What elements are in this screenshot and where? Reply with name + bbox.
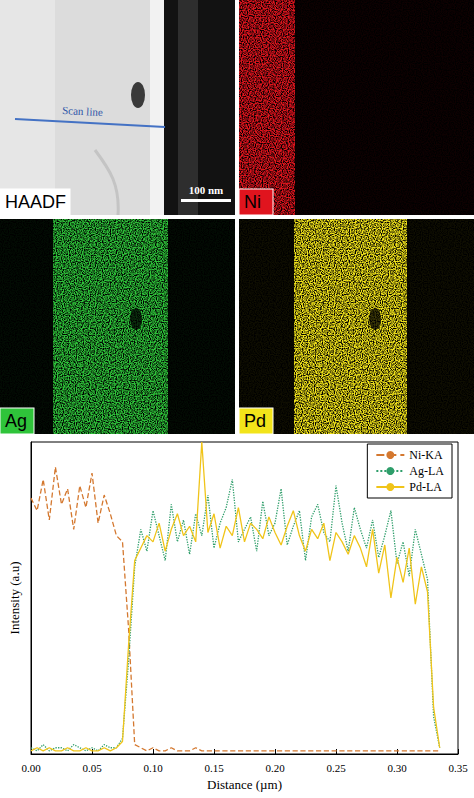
svg-text:Intensity (a.u): Intensity (a.u) [7, 562, 22, 635]
svg-text:Distance (µm): Distance (µm) [207, 777, 282, 792]
svg-text:HAADF: HAADF [5, 192, 66, 212]
svg-text:Scan line: Scan line [62, 104, 103, 118]
svg-text:0.25: 0.25 [326, 762, 346, 774]
svg-text:Ni-KA: Ni-KA [409, 448, 443, 462]
svg-text:0.35: 0.35 [448, 762, 468, 774]
svg-text:Ag-LA: Ag-LA [409, 464, 444, 478]
svg-text:Ag: Ag [5, 411, 27, 431]
svg-text:0.15: 0.15 [204, 762, 224, 774]
svg-text:0.30: 0.30 [387, 762, 407, 774]
svg-text:Ni: Ni [244, 192, 261, 212]
svg-text:0.05: 0.05 [82, 762, 102, 774]
svg-text:0.00: 0.00 [21, 762, 41, 774]
svg-text:Pd-LA: Pd-LA [409, 480, 442, 494]
svg-text:0.20: 0.20 [265, 762, 285, 774]
svg-text:Pd: Pd [244, 411, 266, 431]
svg-text:100 nm: 100 nm [189, 184, 224, 196]
svg-text:0.10: 0.10 [143, 762, 163, 774]
